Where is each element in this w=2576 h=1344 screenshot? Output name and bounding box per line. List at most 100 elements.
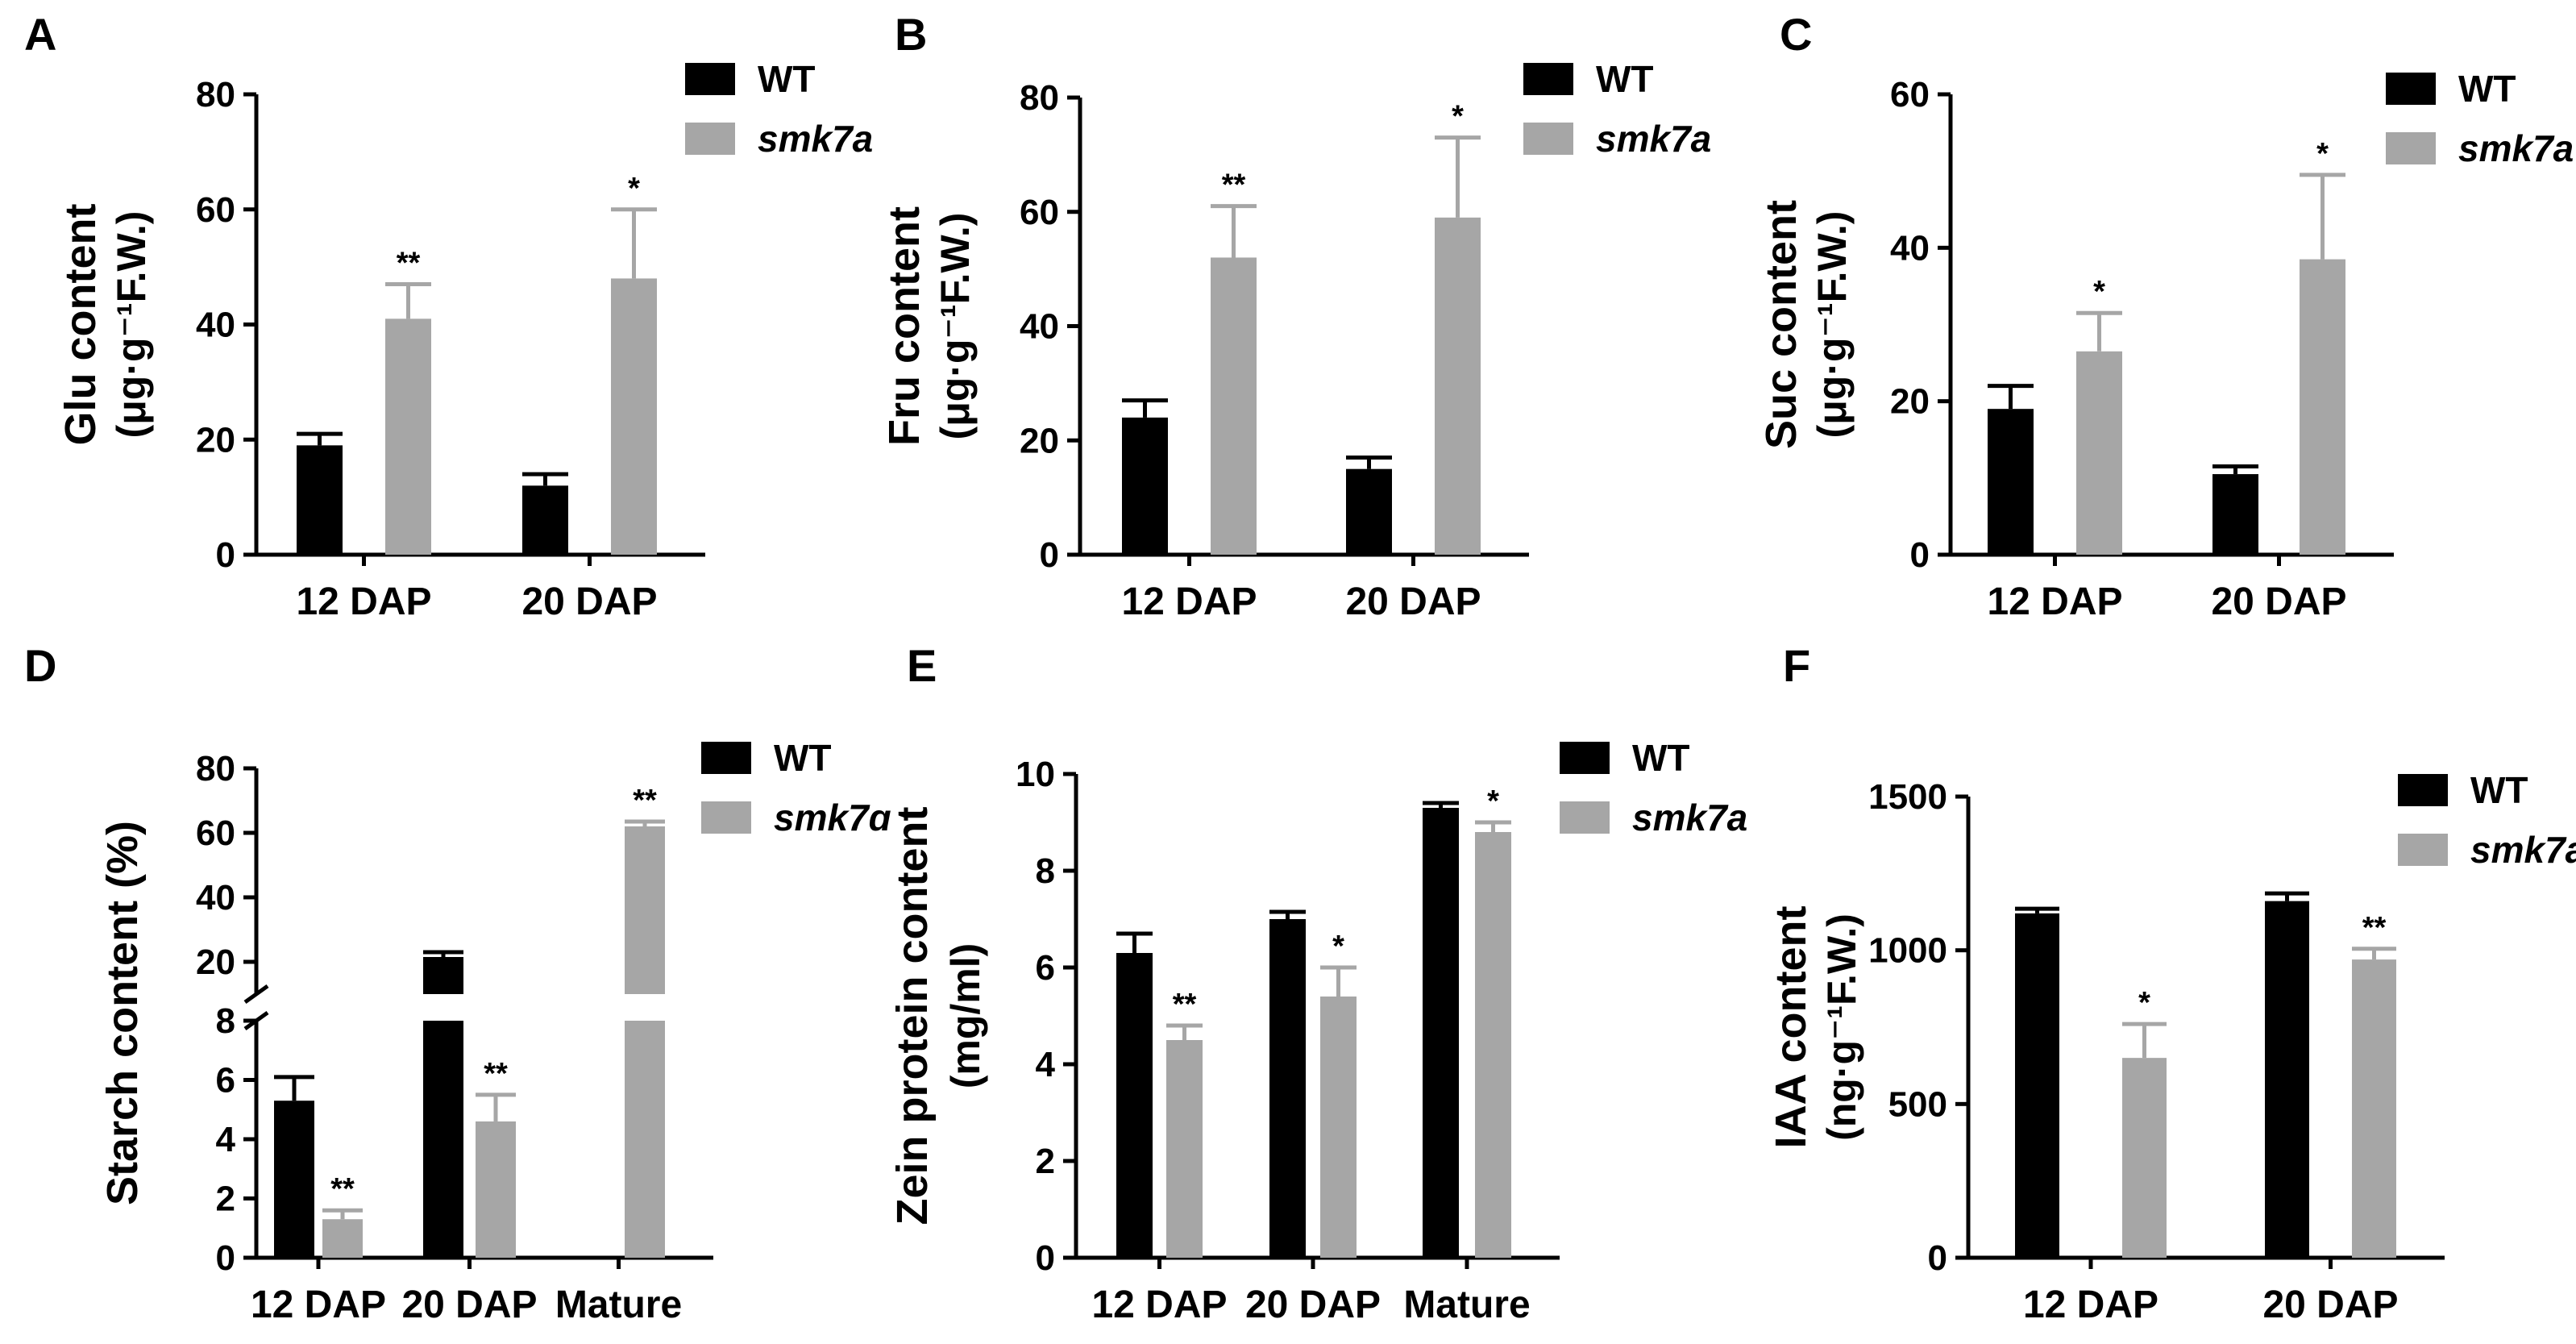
- y-axis-title: Fru content: [880, 206, 929, 446]
- y-tick-label: 2: [216, 1180, 235, 1219]
- y-tick-label: 40: [196, 306, 235, 345]
- panel-c: C 0 20 40 60 Suc content (μg·g⁻¹F.W.) * 12 DAP * 2…: [1757, 9, 2574, 623]
- y-tick-label: 20: [1890, 382, 1930, 422]
- bar-wt-20-dap: [1346, 468, 1392, 555]
- bar-smk7a-20-dap: [2300, 259, 2345, 555]
- y-tick-label: 80: [196, 75, 235, 114]
- x-tick-label: 20 DAP: [521, 580, 657, 623]
- significance-label: *: [1332, 930, 1344, 963]
- x-tick-label: 12 DAP: [2023, 1284, 2158, 1326]
- significance-label: *: [1487, 784, 1499, 818]
- legend-label-smk7a: smk7a: [2470, 829, 2576, 871]
- y-axis-unit: (μg·g⁻¹F.W.): [109, 211, 154, 439]
- legend-label-wt: WT: [774, 737, 832, 779]
- y-tick-label: 80: [196, 749, 235, 789]
- legend-swatch-wt: [2386, 73, 2436, 105]
- bar-wt-12-dap: [274, 1101, 314, 1258]
- bar-smk7a-20-dap: [1435, 217, 1481, 555]
- legend-swatch-wt: [1560, 742, 1610, 774]
- x-tick-label: 20 DAP: [2211, 580, 2346, 623]
- panel-label: A: [24, 9, 56, 60]
- x-tick-label: 20 DAP: [1245, 1284, 1381, 1326]
- legend-label-smk7a: smk7a: [758, 118, 873, 160]
- y-axis-title: Starch content (%): [98, 821, 147, 1205]
- significance-label: *: [2316, 137, 2329, 171]
- x-tick-label: 12 DAP: [251, 1284, 386, 1326]
- bar-wt-12-dap: [1116, 953, 1153, 1258]
- legend-label-wt: WT: [758, 58, 816, 100]
- y-tick-label: 8: [216, 1001, 235, 1041]
- bar-smk7a-mature-upper: [625, 826, 665, 994]
- x-tick-label: 20 DAP: [401, 1284, 537, 1326]
- panel-d: D 0 2 4 6 8 20 40 60 80 Starch content (%) ** 12 DAP…: [24, 640, 891, 1326]
- y-tick-label: 60: [1890, 75, 1930, 114]
- bar-smk7a-12-dap: [2122, 1058, 2167, 1258]
- bar-wt-20-dap: [2212, 474, 2258, 555]
- bar-smk7a-mature: [625, 1021, 665, 1258]
- bar-smk7a-12-dap: [1211, 257, 1257, 555]
- y-tick-label: 60: [196, 813, 235, 853]
- y-tick-label: 60: [1020, 193, 1059, 232]
- y-tick-label: 1500: [1868, 777, 1947, 817]
- y-axis-title: Suc content: [1757, 200, 1805, 449]
- y-tick-label: 6: [216, 1061, 235, 1101]
- bar-smk7a-20-dap: [1320, 997, 1357, 1258]
- y-tick-label: 500: [1888, 1084, 1947, 1124]
- bar-smk7a-12-dap: [385, 318, 431, 555]
- significance-label: **: [397, 247, 421, 281]
- y-axis-unit: (mg/ml): [943, 943, 988, 1089]
- bar-wt-20-dap: [2265, 901, 2309, 1258]
- legend-label-wt: WT: [2458, 68, 2516, 110]
- significance-label: **: [633, 784, 657, 818]
- significance-label: **: [2362, 911, 2387, 945]
- x-tick-label: 12 DAP: [1121, 580, 1257, 623]
- legend-label-smk7a: smk7a: [1596, 118, 1711, 160]
- y-tick-label: 1000: [1868, 931, 1947, 971]
- x-tick-label: 20 DAP: [2262, 1284, 2398, 1326]
- x-tick-label: 12 DAP: [296, 580, 431, 623]
- x-tick-label: 12 DAP: [1091, 1284, 1227, 1326]
- panel-label: B: [895, 9, 927, 60]
- legend-swatch-smk7a: [2398, 834, 2448, 866]
- y-tick-label: 10: [1016, 755, 1055, 794]
- panel-label: D: [24, 640, 56, 691]
- y-tick-label: 40: [1890, 228, 1930, 268]
- x-tick-label: Mature: [1403, 1284, 1530, 1326]
- y-axis-unit: (μg·g⁻¹F.W.): [1809, 211, 1855, 439]
- x-tick-label: 12 DAP: [1987, 580, 2122, 623]
- y-tick-label: 20: [196, 942, 235, 982]
- significance-label: *: [2093, 275, 2105, 309]
- legend-swatch-smk7a: [1523, 123, 1573, 155]
- y-tick-label: 0: [216, 1238, 235, 1278]
- bar-wt-12-dap: [297, 445, 343, 555]
- y-tick-label: 80: [1020, 78, 1059, 118]
- y-tick-label: 40: [1020, 307, 1059, 347]
- y-tick-label: 20: [196, 420, 235, 460]
- significance-label: *: [2138, 986, 2150, 1020]
- y-axis-title: Glu content: [56, 203, 105, 445]
- bar-wt-20-dap: [522, 485, 568, 555]
- y-tick-label: 8: [1036, 851, 1055, 891]
- bar-wt-12-dap: [1122, 417, 1168, 555]
- y-tick-label: 60: [196, 190, 235, 230]
- panel-label: F: [1783, 640, 1810, 691]
- bar-wt-20-dap-upper: [423, 957, 463, 994]
- bar-wt-20-dap: [423, 1021, 463, 1258]
- significance-label: **: [330, 1172, 355, 1206]
- legend-label-wt: WT: [1632, 737, 1690, 779]
- legend-swatch-wt: [1523, 63, 1573, 95]
- legend-label-smk7a: smk7ɑ: [774, 797, 891, 838]
- bar-smk7a-20-dap: [476, 1121, 516, 1258]
- y-axis-title: Zein protein content: [888, 806, 937, 1225]
- y-tick-label: 6: [1036, 948, 1055, 988]
- bar-smk7a-20-dap: [2352, 959, 2396, 1258]
- y-tick-label: 20: [1020, 421, 1059, 460]
- legend-swatch-wt: [2398, 774, 2448, 806]
- y-tick-label: 0: [216, 535, 235, 575]
- y-axis-title: IAA content: [1767, 905, 1815, 1148]
- legend-swatch-smk7a: [1560, 801, 1610, 834]
- bar-smk7a-20-dap: [611, 278, 657, 555]
- legend-swatch-smk7a: [701, 801, 751, 834]
